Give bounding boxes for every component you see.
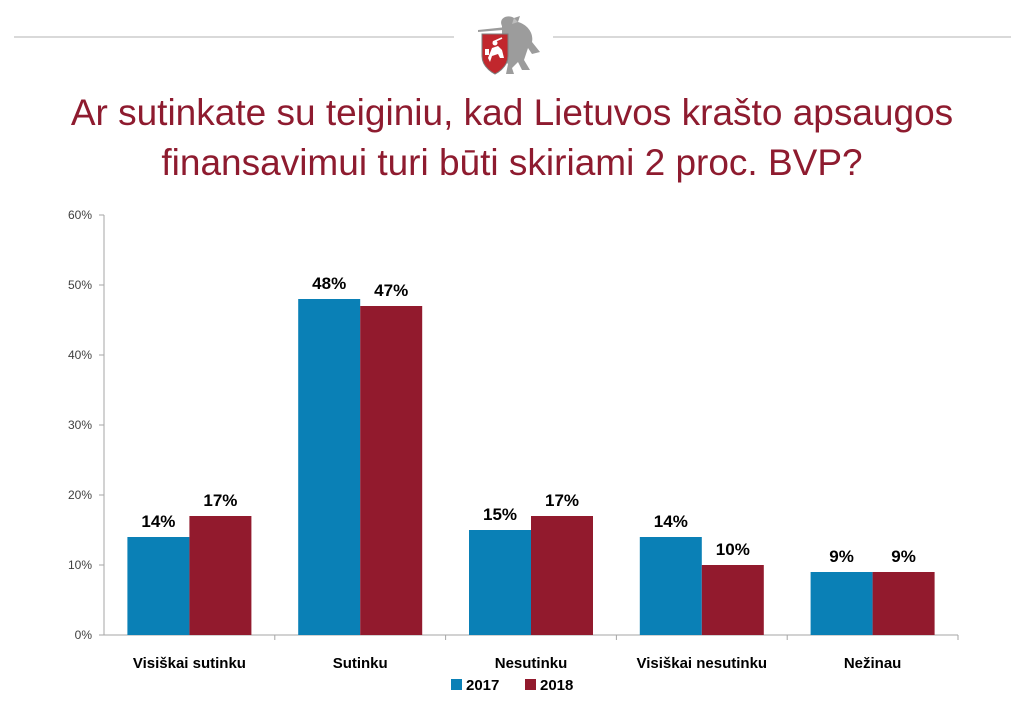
bar-2017: [810, 572, 873, 635]
bar-2018: [189, 516, 252, 635]
data-label: 47%: [374, 281, 408, 300]
vytis-coat-of-arms-icon: [478, 16, 540, 75]
legend-label: 2018: [540, 677, 573, 694]
data-label: 15%: [483, 505, 517, 524]
bar-2017: [639, 537, 702, 635]
bar-2018: [531, 516, 593, 635]
y-tick-label: 30%: [68, 418, 92, 432]
legend-label: 2017: [466, 677, 499, 694]
bar-2018: [872, 572, 935, 635]
category-label: Nežinau: [844, 655, 902, 672]
legend-swatch-2018: [525, 679, 536, 690]
y-tick-label: 10%: [68, 558, 92, 572]
y-tick-label: 40%: [68, 348, 92, 362]
header-divider-right: [553, 36, 1011, 38]
data-label: 48%: [312, 274, 346, 293]
chart-title: Ar sutinkate su teiginiu, kad Lietuvos k…: [70, 92, 954, 183]
bar-2018: [701, 565, 764, 635]
data-label: 9%: [829, 547, 854, 566]
y-tick-label: 0%: [75, 628, 93, 642]
data-label: 10%: [716, 540, 750, 559]
bar-2017: [298, 299, 361, 635]
data-label: 17%: [203, 491, 237, 510]
category-label: Visiškai sutinku: [133, 655, 246, 672]
bar-2017: [127, 537, 190, 635]
y-tick-label: 60%: [68, 208, 92, 222]
data-label: 17%: [545, 491, 579, 510]
bar-2017: [469, 530, 531, 635]
bar-2018: [360, 306, 423, 635]
category-label: Sutinku: [333, 655, 388, 672]
category-label: Visiškai nesutinku: [636, 655, 767, 672]
bar-chart: 0% 10% 20% 30% 40% 50% 60% 14% 17% Visiškai sutin…: [68, 208, 959, 694]
data-label: 9%: [891, 547, 916, 566]
y-tick-label: 50%: [68, 278, 92, 292]
data-label: 14%: [654, 512, 688, 531]
data-label: 14%: [141, 512, 175, 531]
y-tick-label: 20%: [68, 488, 92, 502]
legend-swatch-2017: [451, 679, 462, 690]
header-divider-left: [14, 36, 454, 38]
category-label: Nesutinku: [495, 655, 568, 672]
